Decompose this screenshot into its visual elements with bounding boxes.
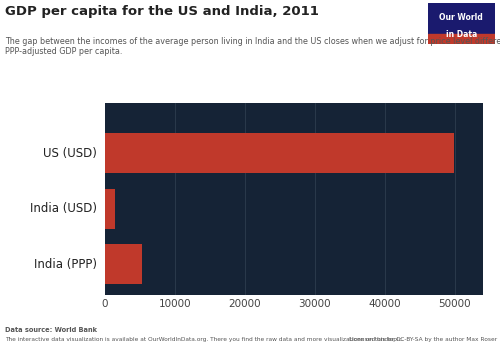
Bar [428,3,495,34]
Text: GDP per capita for the US and India, 2011: GDP per capita for the US and India, 201… [5,5,319,18]
Text: Licensed under CC-BY-SA by the author Max Roser: Licensed under CC-BY-SA by the author Ma… [350,337,498,342]
Text: The interactive data visualization is available at OurWorldInData.org. There you: The interactive data visualization is av… [5,337,404,342]
Bar [105,133,455,173]
Bar [105,189,116,229]
Text: The gap between the incomes of the average person living in India and the US clo: The gap between the incomes of the avera… [5,37,500,56]
Text: Data source: World Bank: Data source: World Bank [5,327,97,333]
Bar [428,34,495,44]
Text: Our World: Our World [440,13,483,22]
Text: in Data: in Data [446,30,477,39]
Bar [105,244,142,284]
